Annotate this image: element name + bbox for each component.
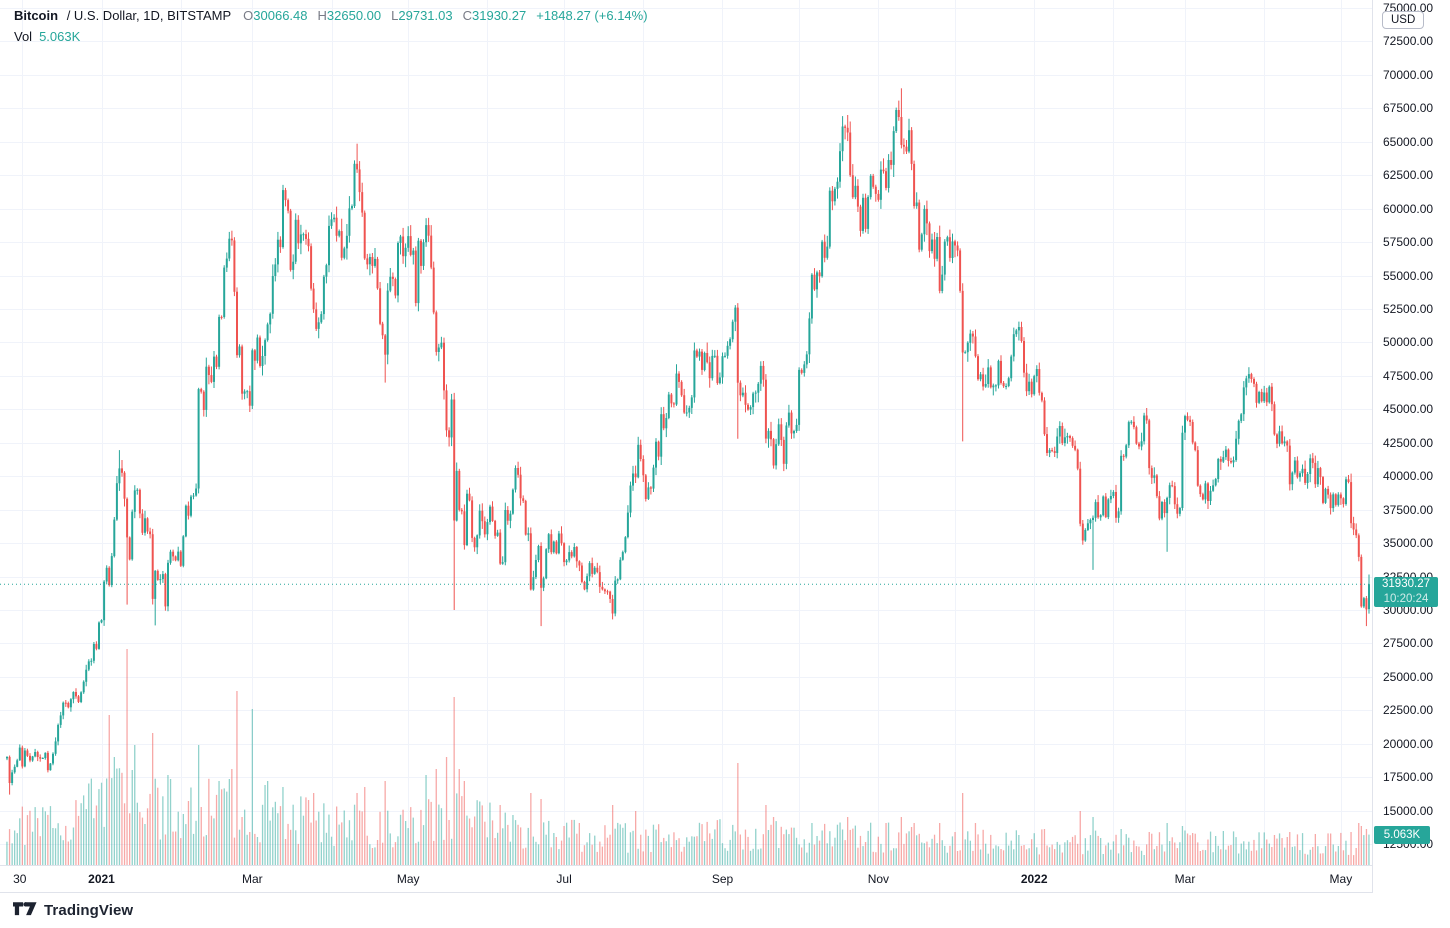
price-axis-label: 45000.00 — [1383, 402, 1434, 417]
low-value: 29731.03 — [398, 8, 453, 23]
symbol-legend: Bitcoin / U.S. Dollar, 1D, BITSTAMP O300… — [14, 6, 648, 46]
price-axis-label: 35000.00 — [1383, 536, 1434, 551]
high-value: 32650.00 — [326, 8, 382, 23]
price-axis[interactable]: 75000.00 72500.00 70000.00 67500.00 65000.00… — [1372, 0, 1450, 893]
time-axis-label: Jul — [556, 872, 572, 886]
price-axis-label: 27500.00 — [1383, 636, 1434, 651]
symbol-title[interactable]: Bitcoin / U.S. Dollar, 1D, BITSTAMP — [14, 6, 231, 25]
close-value: 31930.27 — [472, 8, 527, 23]
volume-badge: 5.063K — [1374, 825, 1430, 844]
ohlc-values: O30066.48 H32650.00 L29731.03 C31930.27 — [243, 6, 526, 25]
volume-legend: Vol 5.063K — [14, 27, 648, 46]
price-axis-label: 65000.00 — [1383, 134, 1434, 149]
candles-group — [6, 88, 1370, 795]
vol-label: Vol — [14, 29, 33, 44]
symbol-name: Bitcoin — [14, 8, 59, 23]
price-axis-label: 57500.00 — [1383, 235, 1434, 250]
price-axis-label: 50000.00 — [1383, 335, 1434, 350]
time-axis-label: 2022 — [1020, 872, 1048, 886]
last-price-value: 31930.27 — [1382, 577, 1430, 590]
price-axis-label: 15000.00 — [1383, 803, 1434, 818]
price-axis-label: 67500.00 — [1383, 101, 1434, 116]
price-axis-label: 40000.00 — [1383, 469, 1434, 484]
close-label: C — [462, 8, 472, 23]
price-axis-label: 25000.00 — [1383, 669, 1434, 684]
price-axis-label: 70000.00 — [1383, 67, 1434, 82]
volume-bars-group — [6, 649, 1370, 865]
time-axis[interactable]: 30 2021 Mar May Jul Sep Nov 2022 Mar May — [0, 865, 1450, 893]
time-axis-label: Nov — [867, 872, 890, 886]
price-axis-label: 37500.00 — [1383, 502, 1434, 517]
high-label: H — [317, 8, 327, 23]
vol-value: 5.063K — [39, 29, 81, 44]
open-label: O — [243, 8, 254, 23]
price-axis-label: 47500.00 — [1383, 368, 1434, 383]
price-chart-canvas[interactable] — [0, 0, 1372, 865]
symbol-description: / U.S. Dollar, 1D, BITSTAMP — [66, 8, 232, 23]
time-axis-label: 2021 — [88, 872, 115, 886]
time-axis-label: Sep — [711, 872, 734, 886]
open-value: 30066.48 — [253, 8, 308, 23]
time-axis-label: Mar — [241, 872, 263, 886]
price-axis-label: 17500.00 — [1383, 770, 1434, 785]
price-change: +1848.27 (+6.14%) — [536, 8, 648, 23]
tradingview-logo[interactable]: TradingView — [13, 902, 133, 919]
price-axis-label: 55000.00 — [1383, 268, 1434, 283]
price-axis-label: 52500.00 — [1383, 302, 1434, 316]
time-axis-label: May — [1329, 872, 1353, 886]
price-axis-label: 60000.00 — [1383, 201, 1434, 216]
time-axis-label: May — [396, 872, 420, 886]
countdown-timer: 10:20:24 — [1383, 592, 1429, 605]
grid-lines — [0, 0, 1372, 865]
low-label: L — [391, 8, 399, 23]
price-axis-label: 62500.00 — [1383, 168, 1434, 183]
tradingview-logo-text: TradingView — [44, 902, 134, 919]
time-axis-label: 30 — [13, 872, 27, 886]
last-price-badge: 31930.27 10:20:24 — [1374, 576, 1438, 607]
price-axis-label: 22500.00 — [1383, 703, 1434, 718]
price-axis-label: 42500.00 — [1383, 435, 1434, 450]
currency-badge[interactable]: USD — [1382, 11, 1425, 29]
time-axis-label: Mar — [1174, 872, 1196, 886]
price-axis-label: 72500.00 — [1383, 34, 1434, 49]
price-axis-label: 20000.00 — [1383, 736, 1434, 751]
tradingview-logo-mark — [13, 902, 37, 916]
